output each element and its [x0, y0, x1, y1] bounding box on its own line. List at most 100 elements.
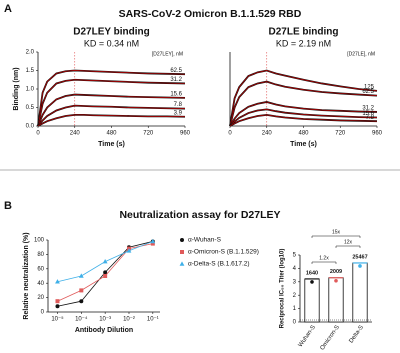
series-label: 62.5 [170, 68, 182, 74]
chart-title: D27LEY binding [73, 27, 150, 38]
point [78, 273, 84, 278]
x-tick-label: 0 [36, 131, 40, 137]
point [79, 288, 84, 293]
x-tick-label: 480 [106, 131, 117, 137]
y-tick-label: 60 [37, 266, 44, 272]
y-tick-label: 0.0 [26, 124, 35, 130]
point [102, 259, 108, 264]
panel-label: B [4, 200, 12, 212]
value-label: 1640 [306, 270, 318, 276]
bar [328, 277, 344, 323]
comparison-label: 1.2x [319, 255, 329, 261]
legend-label: α-Wuhan-S [188, 237, 222, 244]
x-tick-label: 240 [262, 131, 273, 137]
y-tick-label: 1.0 [26, 87, 35, 93]
x-tick-label: 720 [143, 131, 154, 137]
fit-curve [229, 108, 378, 127]
series-label: 31.2 [362, 106, 374, 112]
y-tick-label: 0 [293, 320, 297, 326]
comparison-bracket [311, 235, 361, 238]
point [179, 261, 185, 266]
x-tick-label: 240 [70, 131, 81, 137]
raw-curve [37, 78, 186, 127]
x-tick-label: 0 [228, 131, 232, 137]
x-tick-label: Wuhan-S [298, 325, 317, 349]
y-axis-label: Reciprocal IC₅₀ Titer (log10) [280, 249, 286, 329]
series-label: 15.6 [170, 91, 182, 97]
legend-title: [D27LEY], nM [152, 51, 183, 57]
series-label: 15.6 [362, 111, 374, 117]
point [310, 280, 314, 284]
comparison-bracket [335, 245, 361, 248]
comparison-label: 12x [344, 239, 353, 245]
chart-title: D27LE binding [269, 27, 339, 38]
point [334, 278, 338, 283]
fit-curve [229, 114, 378, 127]
panel-title: Neutralization assay for D27LEY [119, 209, 280, 221]
point [79, 299, 84, 304]
legend-label: α-Delta-S (B.1.617.2) [188, 261, 250, 268]
x-tick-label: 10⁻⁴ [75, 316, 88, 323]
y-tick-label: 0.5 [26, 105, 35, 111]
x-tick-label: 10⁻¹ [147, 317, 159, 323]
x-tick-label: 960 [180, 131, 191, 137]
x-axis-label: Time (s) [98, 141, 125, 148]
point [55, 279, 60, 284]
point [55, 304, 60, 309]
bar [352, 262, 368, 323]
fit-curve [37, 70, 186, 127]
point [358, 264, 362, 268]
value-label: 2009 [330, 269, 342, 275]
x-tick-label: 480 [298, 131, 309, 137]
comparison-label: 15x [332, 229, 341, 235]
y-tick-label: 100 [34, 238, 45, 244]
fit-curve [37, 79, 186, 127]
y-tick-label: 20 [37, 295, 44, 301]
series-label: 7.8 [366, 115, 375, 121]
series-label: 7.8 [174, 102, 183, 108]
y-tick-label: 3 [293, 279, 297, 285]
series-label: 125 [364, 84, 375, 90]
y-tick-label: 2 [293, 293, 297, 299]
series-label: 62.5 [362, 89, 374, 95]
x-axis-label: Time (s) [290, 141, 317, 148]
fit-curve [229, 70, 378, 127]
raw-curve [37, 93, 186, 127]
point [180, 238, 184, 242]
x-tick-label: 960 [372, 131, 383, 137]
x-tick-label: 10⁻² [123, 317, 135, 323]
y-tick-label: 0 [41, 310, 45, 316]
x-tick-label: 10⁻³ [99, 317, 111, 323]
x-tick-label: 10⁻⁵ [51, 316, 64, 323]
legend-label: α-Omicron-S (B.1.1.529) [188, 249, 259, 256]
y-tick-label: 4 [293, 266, 297, 272]
point [150, 238, 156, 244]
point [103, 274, 108, 278]
x-axis-label: Antibody Dilution [75, 327, 133, 334]
fit-curve [37, 105, 186, 127]
series-label: 3.9 [174, 110, 183, 116]
y-tick-label: 1 [293, 306, 297, 312]
comparison-bracket [311, 261, 337, 264]
panel-title: SARS-CoV-2 Omicron B.1.1.529 RBD [119, 8, 302, 20]
fit-curve [229, 101, 378, 127]
fit-curve [37, 94, 186, 127]
fit-curve [37, 114, 186, 127]
x-tick-label: Omicron-S [320, 325, 341, 352]
y-tick-label: 80 [37, 252, 44, 258]
series-label: 31.2 [170, 77, 182, 83]
fit-curve [229, 81, 378, 127]
y-tick-label: 1.5 [26, 68, 35, 74]
y-tick-label: 40 [37, 281, 44, 287]
point [150, 241, 155, 246]
x-tick-label: Delta-S [349, 325, 365, 345]
bar [304, 278, 320, 323]
y-axis-label: Relative neutralization (%) [23, 232, 30, 319]
panel-label: A [4, 3, 12, 15]
y-axis-label: Binding (nm) [13, 67, 20, 110]
kd-annotation: KD = 2.19 nM [276, 38, 331, 48]
point [126, 248, 132, 253]
point [103, 270, 108, 275]
legend-title: [D27LE], nM [347, 51, 375, 57]
